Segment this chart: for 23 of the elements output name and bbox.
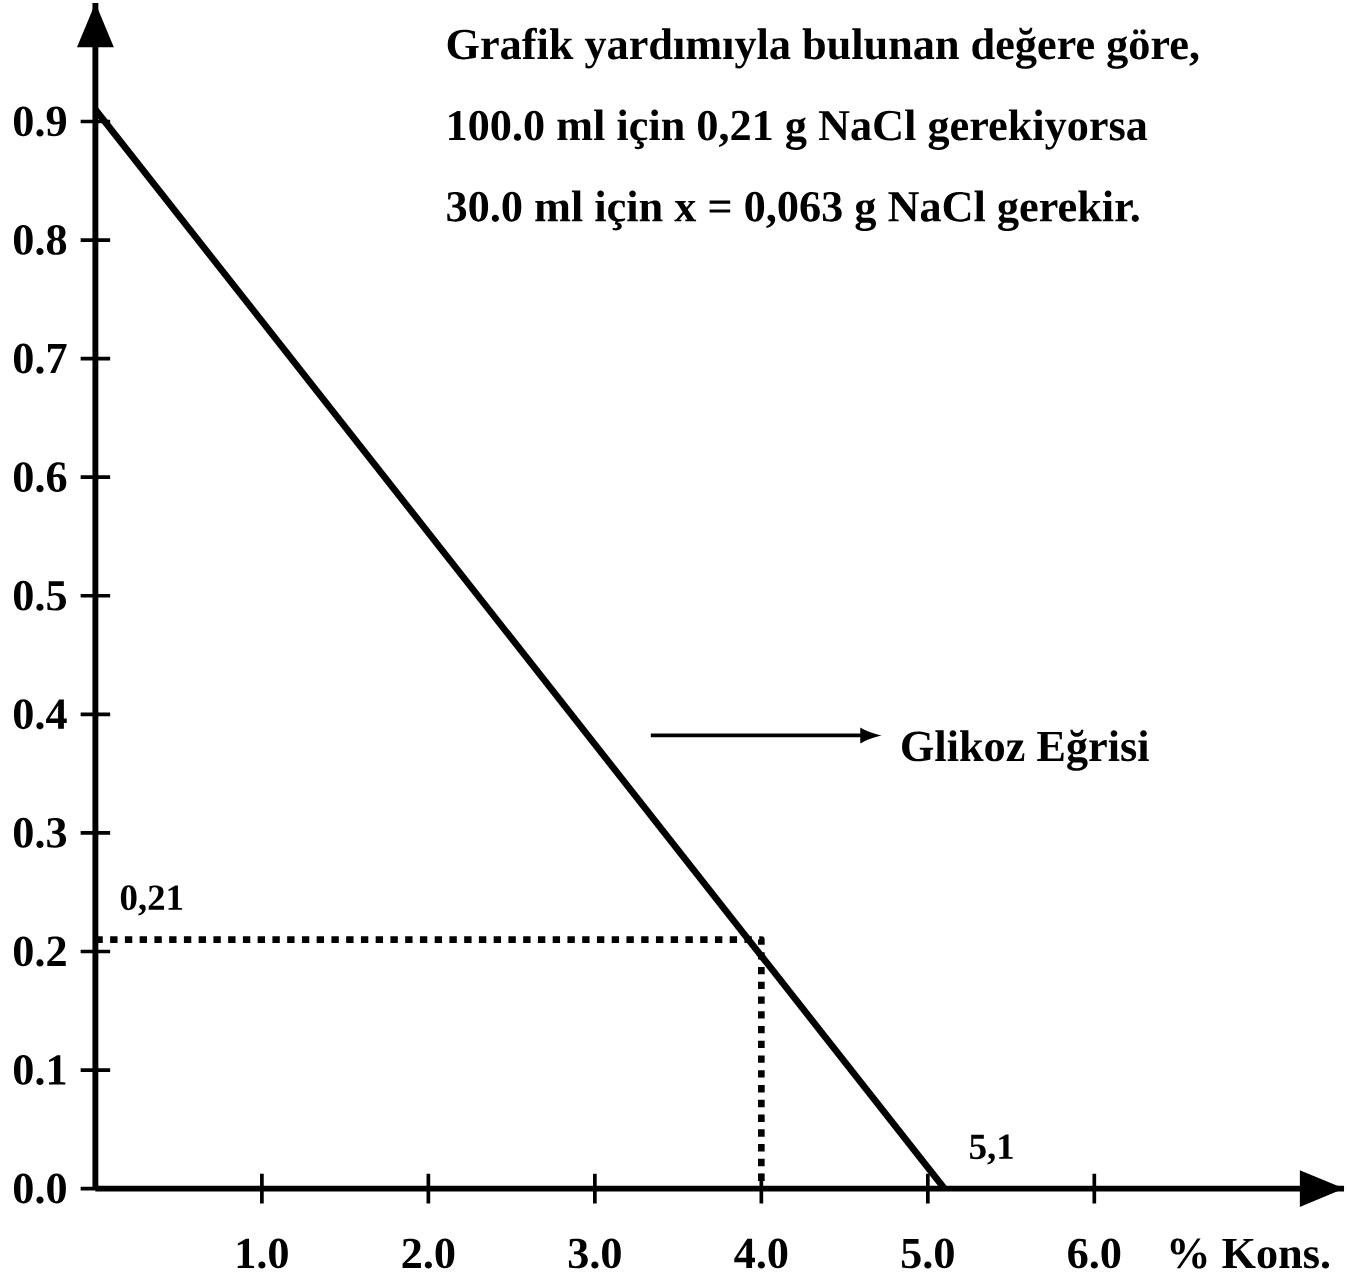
annotation: 5,1 — [970, 1134, 1013, 1165]
y-tick-label: 0.5 — [13, 580, 66, 611]
annotation: 30.0 ml için x = 0,063 g NaCl gerekir. — [447, 190, 1139, 232]
x-axis-title: % Kons. — [1170, 1238, 1330, 1269]
x-tick-label: 5.0 — [901, 1238, 954, 1269]
y-tick-label: 0.2 — [13, 936, 66, 967]
y-tick-label: 0.3 — [13, 817, 67, 849]
y-tick-label: 0.7 — [13, 343, 67, 374]
x-tick-label: 2.0 — [402, 1238, 455, 1269]
x-tick-label: 1.0 — [237, 1238, 288, 1269]
x-tick-label: 6.0 — [1068, 1238, 1121, 1269]
y-tick-label: 0.8 — [13, 225, 67, 256]
y-tick-label: 0.1 — [13, 1055, 66, 1086]
y-tick-label: 0.0 — [13, 1173, 66, 1204]
legend-label: Glikoz Eğrisi — [902, 729, 1149, 771]
annotation: 0,21 — [120, 885, 183, 916]
y-tick-label: 0.4 — [13, 699, 67, 730]
x-tick-label: 4.0 — [734, 1238, 788, 1269]
y-tick-label: 0.9 — [13, 106, 67, 137]
annotation: 100.0 ml için 0,21 g NaCl gerekiyorsa — [449, 109, 1148, 150]
annotation: Grafik yardımıyla bulunan değere göre, — [447, 27, 1199, 69]
y-tick-label: 0.6 — [13, 462, 67, 493]
x-tick-label: 3.0 — [568, 1238, 621, 1269]
